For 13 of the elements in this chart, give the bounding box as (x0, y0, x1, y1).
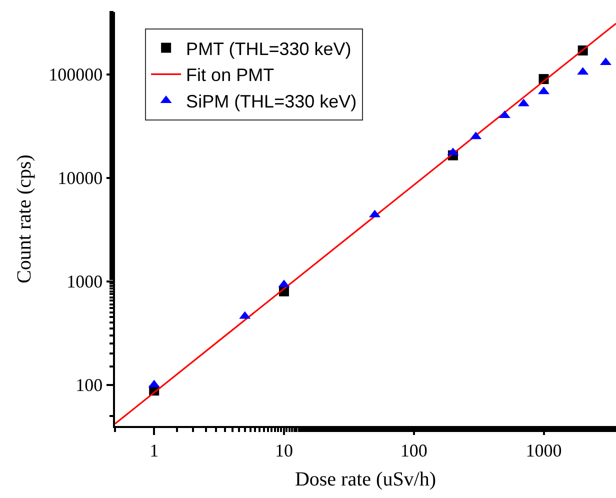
y-tick-label: 10000 (58, 168, 103, 188)
y-tick-label: 100 (76, 375, 103, 396)
x-axis-title: Dose rate (uSv/h) (294, 468, 436, 490)
y-tick-label: 100000 (48, 64, 103, 85)
y-tick-label: 1000 (66, 272, 103, 292)
x-tick-label: 100 (400, 440, 428, 460)
legend-label: Fit on PMT (186, 65, 274, 86)
x-tick-label: 10 (274, 440, 293, 460)
legend-label: SiPM (THL=330 keV) (186, 92, 357, 112)
x-tick-label: 1000 (526, 440, 562, 460)
y-axis-title: Count rate (cps) (14, 154, 36, 284)
x-tick-label: 1 (150, 440, 159, 460)
legend-label: PMT (THL=330 keV) (186, 38, 352, 59)
